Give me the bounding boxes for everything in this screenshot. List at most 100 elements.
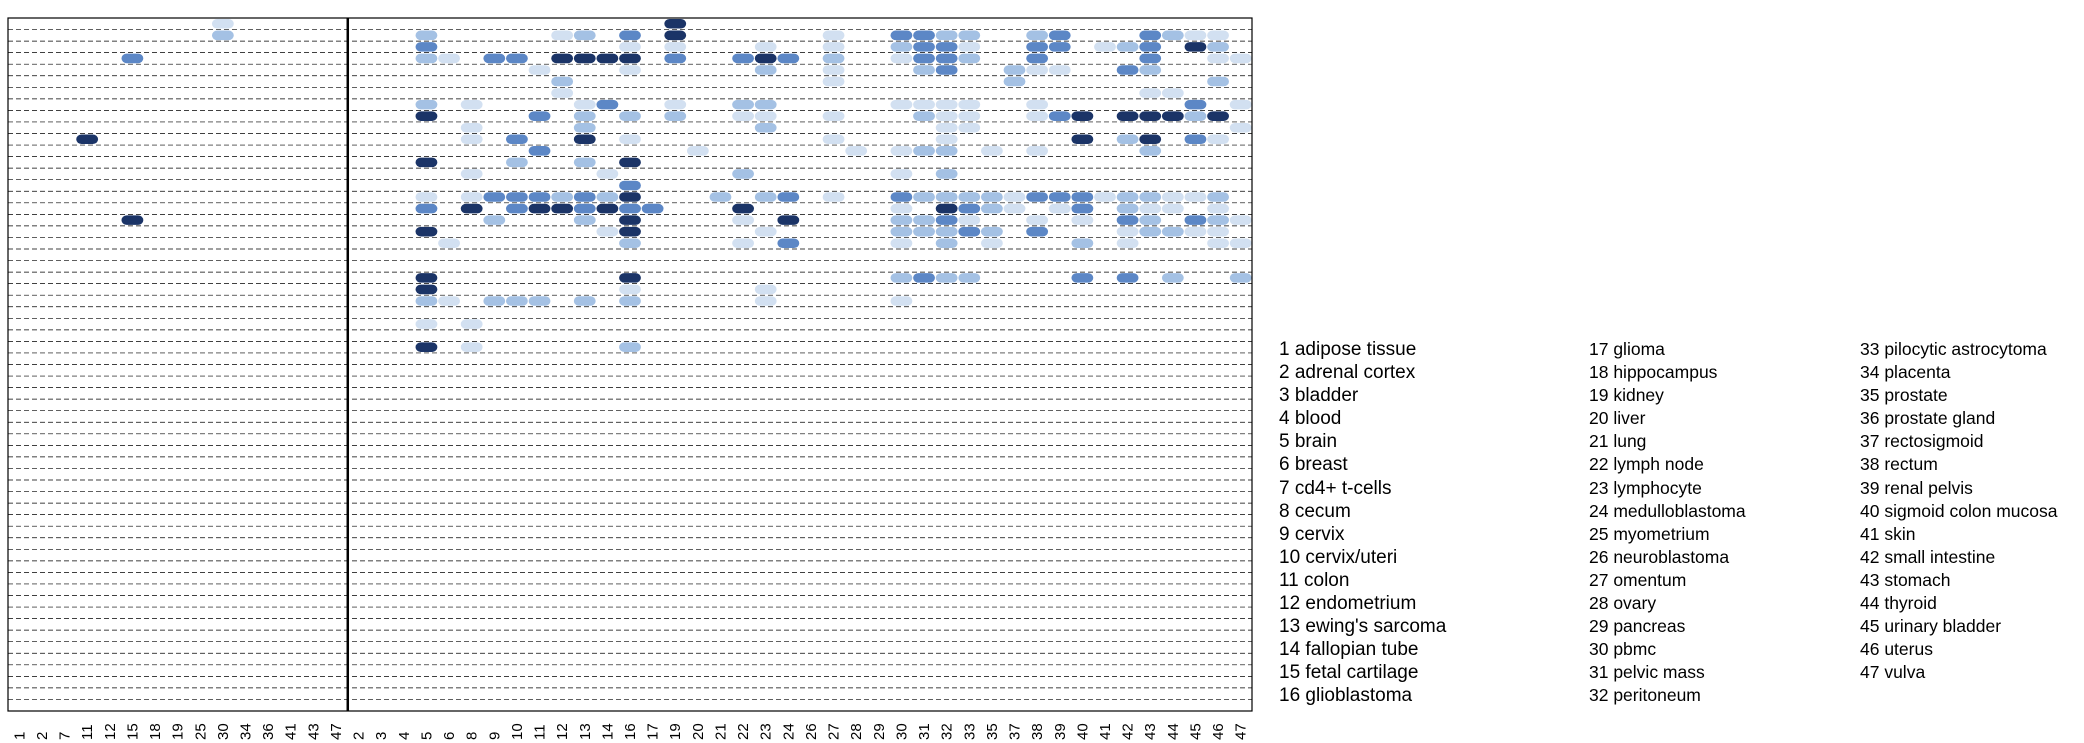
x-tick-label: 40 bbox=[1074, 723, 1091, 740]
heatmap-cell bbox=[415, 42, 438, 52]
heatmap-cell bbox=[1207, 76, 1229, 87]
heatmap-cell bbox=[890, 215, 913, 225]
heatmap-cell bbox=[1207, 42, 1229, 52]
heatmap-cell bbox=[1184, 134, 1207, 145]
heatmap-cell bbox=[1003, 203, 1026, 214]
heatmap-cell bbox=[121, 215, 144, 225]
heatmap-cell bbox=[573, 296, 596, 306]
heatmap-cell bbox=[664, 42, 687, 52]
x-tick-label: 41 bbox=[283, 723, 300, 740]
heatmap-cell bbox=[1116, 111, 1139, 121]
heatmap-cell bbox=[958, 53, 981, 64]
heatmap-cell bbox=[754, 53, 777, 64]
heatmap-cell bbox=[913, 65, 935, 75]
heatmap-cell bbox=[890, 226, 913, 237]
x-tick-label: 19 bbox=[667, 723, 684, 740]
legend-item: 23 lymphocyte bbox=[1589, 477, 1702, 498]
heatmap-cell bbox=[415, 226, 438, 237]
heatmap-cell bbox=[415, 111, 438, 121]
legend-item: 12 endometrium bbox=[1279, 593, 1417, 615]
heatmap-cell bbox=[822, 134, 845, 145]
x-tick-label: 16 bbox=[622, 723, 639, 740]
heatmap-cell bbox=[528, 111, 551, 121]
heatmap-cell bbox=[596, 169, 619, 179]
heatmap-cell bbox=[460, 122, 483, 133]
heatmap-cell bbox=[935, 65, 958, 75]
x-tick-label: 8 bbox=[464, 732, 481, 740]
heatmap-cell bbox=[958, 215, 981, 225]
heatmap-cell bbox=[415, 53, 438, 64]
heatmap-cell bbox=[596, 99, 619, 110]
legend-item: 20 liver bbox=[1589, 408, 1646, 429]
heatmap-cell bbox=[619, 192, 641, 202]
legend-item: 14 fallopian tube bbox=[1279, 639, 1419, 661]
x-tick-label: 11 bbox=[532, 724, 549, 740]
heatmap-cell bbox=[664, 53, 687, 64]
heatmap-cell bbox=[1026, 53, 1049, 64]
x-tick-label: 31 bbox=[916, 723, 933, 740]
heatmap-cell bbox=[822, 42, 845, 52]
x-tick-label: 43 bbox=[305, 723, 322, 740]
heatmap-cell bbox=[732, 203, 754, 214]
heatmap-cell bbox=[483, 192, 506, 202]
heatmap-cell bbox=[913, 42, 935, 52]
heatmap-cell bbox=[935, 111, 958, 121]
heatmap-cell bbox=[935, 53, 958, 64]
heatmap-cell bbox=[777, 53, 800, 64]
heatmap-cell bbox=[935, 42, 958, 52]
heatmap-cell bbox=[1003, 76, 1026, 87]
x-tick-label: 27 bbox=[826, 723, 843, 740]
legend-item: 25 myometrium bbox=[1589, 523, 1710, 544]
heatmap-cell bbox=[958, 111, 981, 121]
heatmap-cell bbox=[913, 215, 935, 225]
heatmap-cell bbox=[754, 122, 777, 133]
heatmap-cell bbox=[1048, 192, 1071, 202]
x-tick-label: 25 bbox=[192, 723, 209, 740]
heatmap-cell bbox=[506, 157, 528, 168]
heatmap-cell bbox=[732, 53, 754, 64]
heatmap-cell bbox=[822, 53, 845, 64]
heatmap-cell bbox=[1116, 203, 1139, 214]
heatmap-cell bbox=[1184, 42, 1207, 52]
heatmap-cell bbox=[573, 192, 596, 202]
heatmap-cell bbox=[415, 203, 438, 214]
x-tick-label: 32 bbox=[939, 723, 956, 740]
heatmap-cell bbox=[913, 192, 935, 202]
heatmap-cell bbox=[1026, 30, 1049, 41]
heatmap-cell bbox=[754, 42, 777, 52]
heatmap-cell bbox=[1139, 42, 1162, 52]
x-tick-label: 4 bbox=[396, 732, 413, 740]
heatmap-cell bbox=[1139, 134, 1162, 145]
x-tick-label: 46 bbox=[1210, 723, 1227, 740]
legend-item: 15 fetal cartilage bbox=[1279, 662, 1419, 684]
heatmap-cell bbox=[732, 111, 754, 121]
heatmap-cell bbox=[980, 203, 1003, 214]
x-tick-label: 3 bbox=[373, 732, 390, 740]
heatmap-cell bbox=[1139, 111, 1162, 121]
x-tick-label: 24 bbox=[780, 723, 797, 740]
x-tick-label: 12 bbox=[102, 723, 119, 740]
heatmap-cell bbox=[845, 146, 868, 156]
x-tick-label: 11 bbox=[79, 724, 96, 740]
heatmap-cell bbox=[415, 157, 438, 168]
legend-item: 40 sigmoid colon mucosa bbox=[1860, 500, 2058, 521]
heatmap-cell bbox=[573, 111, 596, 121]
heatmap-cell bbox=[1139, 192, 1162, 202]
legend-item: 7 cd4+ t-cells bbox=[1279, 477, 1392, 499]
legend-item: 42 small intestine bbox=[1860, 546, 1996, 567]
heatmap-cell bbox=[528, 203, 551, 214]
heatmap-cell bbox=[890, 42, 913, 52]
heatmap-cell bbox=[754, 111, 777, 121]
legend-item: 33 pilocytic astrocytoma bbox=[1860, 339, 2047, 359]
heatmap-cell bbox=[1207, 215, 1229, 225]
heatmap-cell bbox=[732, 238, 754, 248]
heatmap-cell bbox=[913, 53, 935, 64]
heatmap-cell bbox=[890, 296, 913, 306]
heatmap-cell bbox=[1048, 203, 1071, 214]
heatmap-cell bbox=[913, 111, 935, 121]
heatmap-cell bbox=[596, 226, 619, 237]
heatmap-cell bbox=[664, 99, 687, 110]
legend-item: 41 skin bbox=[1860, 523, 1916, 544]
heatmap-cell bbox=[506, 192, 528, 202]
heatmap-cell bbox=[1116, 42, 1139, 52]
